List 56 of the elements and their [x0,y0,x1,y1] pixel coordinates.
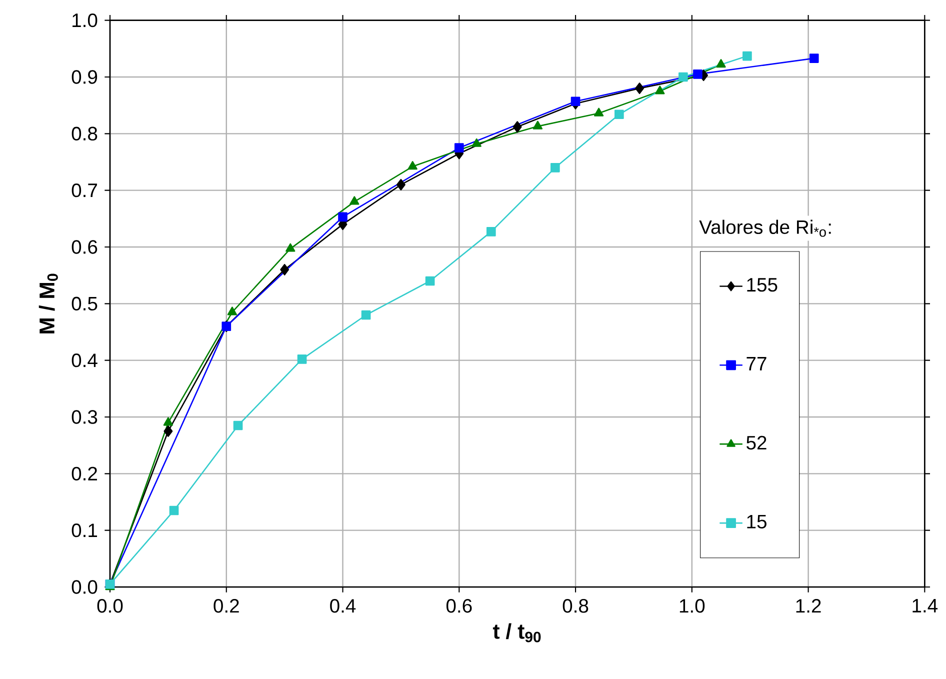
point [233,420,243,430]
point [163,417,174,426]
y-tick-label: 0.8 [72,126,98,141]
point [550,162,560,172]
x-tick-label: 0.0 [97,599,123,613]
y-tick-label: 0.5 [72,296,98,311]
point [454,143,464,152]
y-tick-label: 0.7 [72,183,97,198]
point [408,161,418,170]
y-tick-label: 0.4 [72,353,98,368]
point [570,96,580,106]
y-tick-label: 0.1 [72,523,98,538]
x-tick-label: 1.4 [912,599,938,612]
point [396,178,406,190]
y-tick-label: 0.9 [72,70,98,84]
legend-label: 155 [747,278,778,292]
point [472,138,482,147]
x-tick-label: 0.6 [446,599,472,613]
legend-label: 52 [746,436,766,450]
x-tick-label: 1.0 [680,599,705,613]
x-axis-title: t / t$_{90}$ [492,623,541,642]
point [594,108,604,116]
point [297,354,307,364]
y-tick-label: 0.0 [72,580,98,594]
point [425,276,435,286]
point [512,121,522,133]
y-tick-label: 0.2 [72,466,97,481]
point [716,59,726,68]
point [338,212,348,222]
y-axis-title: M / M$_{0}$ [38,274,58,334]
point [614,110,624,120]
point [532,120,543,130]
point [742,51,752,61]
point [169,506,179,516]
point [286,243,296,252]
point [635,82,644,94]
y-tick-label: 0.6 [72,240,98,254]
y-tick-label: 1.0 [72,13,98,28]
point [678,72,688,82]
point [655,86,665,94]
x-tick-label: 0.2 [214,599,239,613]
legend-label: 15 [747,514,766,528]
point [164,425,173,437]
point [350,196,360,205]
y-tick-label: 0.3 [72,410,98,424]
point [693,69,702,79]
x-tick-label: 0.4 [330,599,356,613]
legend-label: 77 [746,357,766,370]
point [486,227,496,236]
point [227,306,238,316]
x-tick-label: 0.8 [562,599,588,613]
x-tick-label: 1.2 [796,599,821,613]
legend-title: Valores de Ri$_{*o}$: [699,220,831,237]
point [361,310,371,320]
point [280,264,290,276]
point [809,54,819,63]
